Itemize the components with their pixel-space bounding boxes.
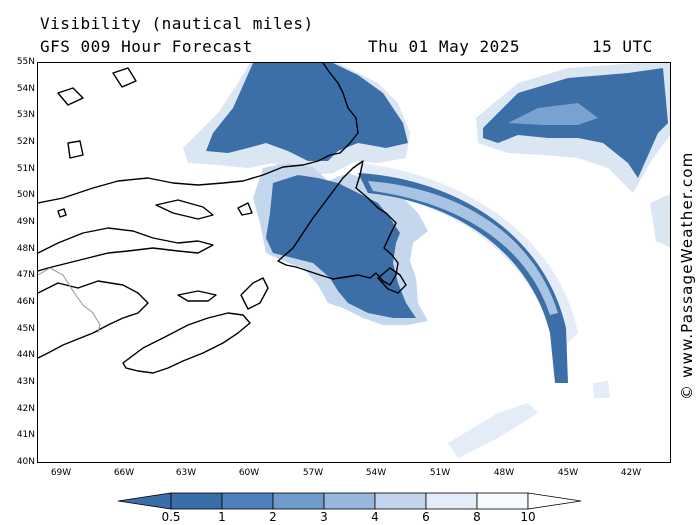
lat-label: 44N [16,350,35,360]
lat-label: 43N [16,377,35,387]
lat-label: 50N [16,190,35,200]
legend-swatch-4-6 [374,492,427,510]
lon-label: 63W [175,468,197,478]
lon-label: 60W [238,468,260,478]
lon-label: 57W [302,468,324,478]
lat-label: 53N [16,110,35,120]
legend-swatch-1-2 [221,492,274,510]
lon-label: 66W [113,468,135,478]
coastline-nova-scotia [122,312,251,374]
forecast-date: Thu 01 May 2025 [368,37,520,56]
lat-label: 52N [16,137,35,147]
lat-label: 42N [16,404,35,414]
fog-area-arc-inner [368,181,558,315]
legend-label: 4 [371,510,379,524]
visibility-shading [183,63,670,458]
coastline-pei [177,290,217,302]
fog-area-south-streak [448,403,538,458]
lat-label: 41N [16,430,35,440]
chart-title: Visibility (nautical miles) [40,14,314,33]
lon-label: 42W [620,468,642,478]
coastline-cape-breton [240,277,269,310]
coastline-quebec-labrador [38,63,359,204]
forecast-subtitle: GFS 009 Hour Forecast [40,37,253,56]
lon-label: 69W [50,468,72,478]
legend-label: 2 [269,510,277,524]
lat-label: 45N [16,324,35,334]
coastline-lake-islands [57,202,253,218]
legend-label: 6 [422,510,430,524]
coastline-new-brunswick [38,280,149,359]
visibility-legend-bar [118,492,582,510]
legend-swatch-6-8 [425,492,478,510]
forecast-time: 15 UTC [592,37,653,56]
coastline-gaspe-gulf [38,227,214,272]
visibility-map[interactable] [37,62,671,463]
coastlines [38,63,407,374]
legend-swatch-8-10 [476,492,529,510]
legend-swatch-2-3 [272,492,325,510]
fog-area-southeast-dot [593,381,610,398]
lat-label: 47N [16,270,35,280]
site-credit: © www.PassageWeather.com [678,151,696,400]
lat-label: 48N [16,244,35,254]
lat-label: 54N [16,84,35,94]
lat-label: 49N [16,217,35,227]
map-canvas [38,63,670,458]
fog-area-east-inner [508,103,598,125]
lat-label: 55N [16,57,35,67]
fog-area-far-east [650,193,670,248]
legend-label: 3 [320,510,328,524]
lon-label: 48W [493,468,515,478]
lon-label: 51W [429,468,451,478]
lat-label: 46N [16,297,35,307]
coastline-newfoundland-avalon [377,267,407,294]
fog-area-labrador-dense [206,63,408,161]
lon-label: 54W [365,468,387,478]
legend-swatch-3-4 [323,492,376,510]
legend-swatch-below-0.5 [118,492,172,510]
legend-swatch-0.5-1 [170,492,223,510]
legend-label: 8 [473,510,481,524]
lat-label: 40N [16,457,35,467]
us-canada-border [38,267,101,334]
fog-area-newfoundland-dense [266,175,416,318]
legend-label: 10 [520,510,536,524]
legend-label: 0.5 [161,510,181,524]
lon-label: 45W [557,468,579,478]
coastline-anticosti [155,199,214,220]
legend-swatch-above-10 [527,492,582,510]
lat-label: 51N [16,164,35,174]
legend-label: 1 [218,510,226,524]
coastline-labrador-islands [57,67,137,159]
coastline-newfoundland [277,160,399,286]
